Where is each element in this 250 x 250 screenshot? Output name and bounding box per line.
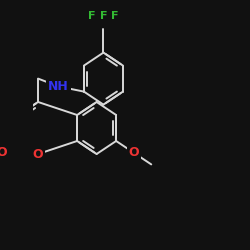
Text: F: F: [100, 11, 107, 21]
Text: O: O: [0, 146, 7, 158]
Text: NH: NH: [48, 80, 69, 93]
Text: F: F: [111, 11, 118, 21]
Text: O: O: [33, 148, 44, 160]
Text: O: O: [128, 146, 139, 159]
Text: F: F: [88, 11, 96, 21]
